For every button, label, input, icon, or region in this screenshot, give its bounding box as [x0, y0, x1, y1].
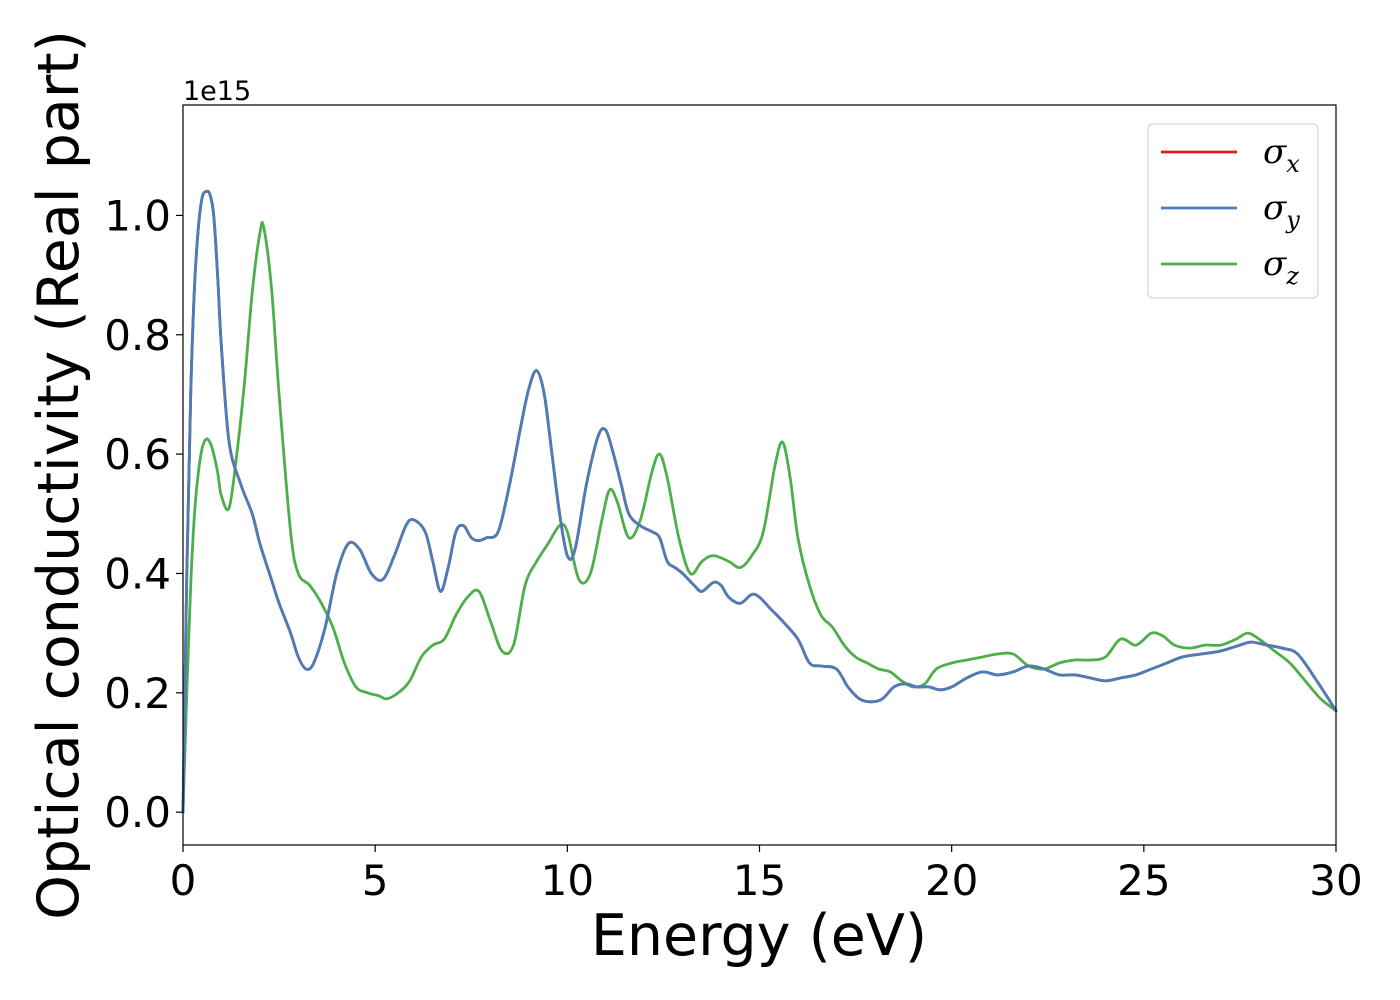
y-tick-label: 1.0	[104, 191, 171, 240]
x-tick-label: 20	[925, 856, 978, 905]
legend-box	[1147, 123, 1319, 299]
legend-label-y: σy	[1263, 188, 1300, 234]
y-tick-label: 0.6	[104, 430, 171, 479]
series-layer	[181, 189, 1338, 814]
legend-items: σx σy σz	[1161, 132, 1300, 290]
x-tick-label: 25	[1117, 856, 1170, 905]
y-tick-label: 0.8	[104, 311, 171, 360]
x-tick-label: 10	[541, 856, 594, 905]
x-tick-label: 15	[733, 856, 786, 905]
x-tick-label: 5	[362, 856, 389, 905]
y-offset-label: 1e15	[183, 76, 251, 107]
y-tick-label: 0.4	[104, 549, 171, 598]
x-tick-label: 30	[1309, 856, 1362, 905]
series-line-z	[181, 221, 1338, 814]
y-axis-label: Optical conductivity (Real part)	[26, 30, 92, 920]
legend-label-z: σz	[1263, 244, 1299, 290]
y-tick-label: 0.0	[104, 788, 171, 837]
x-tick-label: 0	[170, 856, 197, 905]
x-axis-label: Energy (eV)	[591, 903, 927, 969]
legend-label-x: σx	[1263, 132, 1300, 178]
y-tick-label: 0.2	[104, 669, 171, 718]
series-line-y	[181, 189, 1338, 814]
ticks-layer: 0 5 10 15 20 25 30 0.0 0.2 0.4 0.6 0.8 1.0	[104, 191, 1363, 905]
legend: σx σy σz	[1147, 123, 1319, 299]
